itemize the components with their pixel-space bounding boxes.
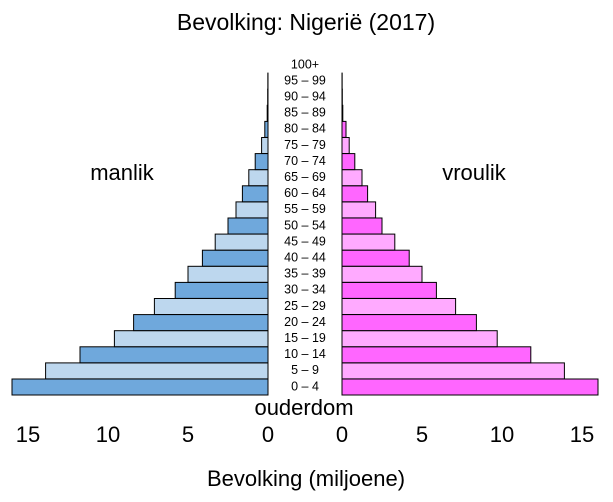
x-tick-label: 10 (490, 422, 514, 447)
category-axis-label: ouderdom (254, 395, 353, 420)
category-label: 70 – 74 (284, 154, 326, 168)
bar (341, 201, 377, 219)
bar (341, 233, 396, 251)
category-label: 0 – 4 (291, 379, 319, 393)
legend-entry: vroulik (442, 160, 507, 185)
category-label: 90 – 94 (284, 89, 326, 103)
category-label: 100+ (291, 57, 319, 71)
legend-entry: manlik (90, 160, 155, 185)
bar (341, 281, 437, 299)
bar (214, 233, 269, 251)
bar (341, 185, 369, 203)
bar (341, 169, 363, 187)
category-label: 65 – 69 (284, 170, 326, 184)
category-label: 40 – 44 (284, 250, 326, 264)
bar (341, 137, 350, 154)
bar (341, 314, 477, 332)
category-label: 75 – 79 (284, 138, 326, 152)
bar (235, 201, 269, 219)
bar (341, 153, 356, 171)
bar (113, 330, 269, 348)
bar (341, 120, 347, 138)
bar (341, 330, 498, 348)
category-label: 25 – 29 (284, 299, 326, 313)
x-tick-label: 15 (16, 422, 40, 447)
bar (341, 378, 599, 396)
x-tick-label: 0 (262, 422, 274, 447)
category-label: 10 – 14 (284, 347, 326, 361)
bar (341, 346, 532, 364)
category-label: 80 – 84 (284, 122, 326, 136)
bar (45, 362, 269, 380)
bar (264, 120, 269, 138)
bar (227, 217, 269, 235)
x-tick-label: 10 (96, 422, 120, 447)
bar (254, 153, 269, 171)
category-label: 85 – 89 (284, 106, 326, 120)
bar (341, 265, 423, 283)
bar (341, 362, 565, 380)
chart-title: Bevolking: Nigerië (2017) (177, 9, 435, 35)
x-axis-label: Bevolking (miljoene) (207, 466, 405, 491)
bar (201, 249, 269, 267)
bar (266, 104, 269, 122)
category-label: 60 – 64 (284, 186, 326, 200)
category-label: 30 – 34 (284, 283, 326, 297)
bar (248, 169, 269, 187)
category-label: 35 – 39 (284, 267, 326, 281)
bar (187, 265, 269, 283)
bar (153, 298, 269, 315)
category-label: 50 – 54 (284, 218, 326, 232)
bar (11, 378, 269, 396)
category-label: 20 – 24 (284, 315, 326, 329)
bar (79, 346, 269, 364)
bar (341, 249, 410, 267)
bar (341, 298, 457, 315)
bar (341, 104, 344, 122)
category-label: 95 – 99 (284, 73, 326, 87)
bar (261, 137, 269, 154)
category-label: 45 – 49 (284, 234, 326, 248)
category-label: 5 – 9 (291, 363, 319, 377)
category-label: 55 – 59 (284, 202, 326, 216)
bar (174, 281, 269, 299)
bar (241, 185, 269, 203)
x-tick-label: 5 (182, 422, 194, 447)
x-tick-label: 5 (416, 422, 428, 447)
category-label: 15 – 19 (284, 331, 326, 345)
x-tick-label: 0 (336, 422, 348, 447)
bar (341, 217, 383, 235)
x-tick-label: 15 (570, 422, 594, 447)
bar (133, 314, 269, 332)
